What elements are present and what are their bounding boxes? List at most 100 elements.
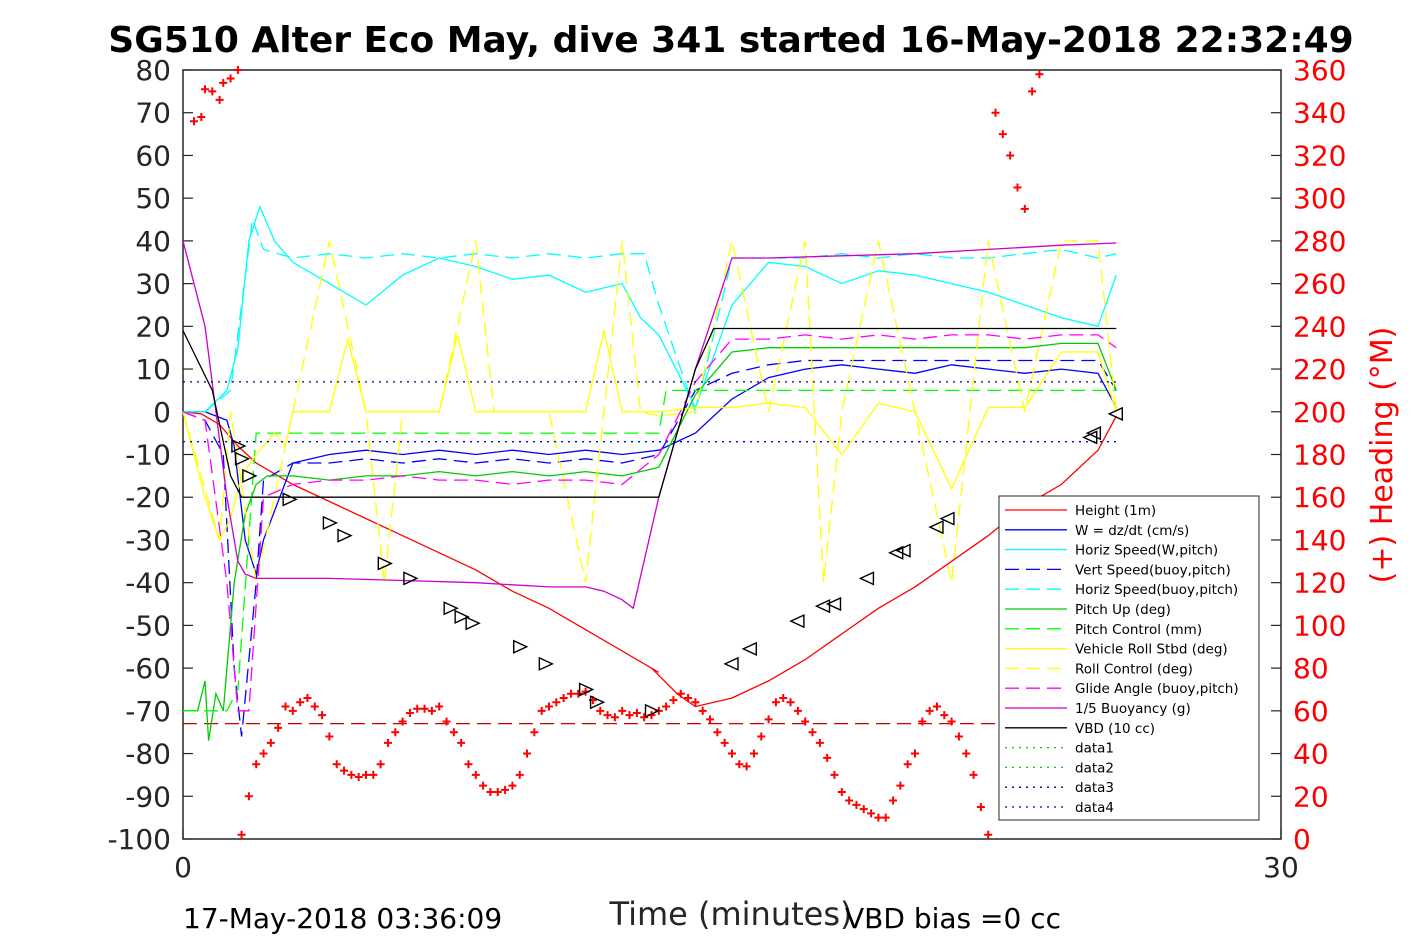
- heading-point: [837, 788, 846, 797]
- heading-point: [728, 749, 736, 758]
- y-tick-label-left: 70: [135, 97, 171, 130]
- heading-point: [266, 738, 275, 747]
- series-line-2: [183, 204, 1117, 413]
- heading-point: [962, 749, 971, 758]
- heading-point: [449, 728, 458, 737]
- height-marker: [1085, 426, 1102, 441]
- heading-point: [340, 766, 349, 775]
- heading-point: [427, 706, 436, 715]
- legend-entry: data3: [1075, 780, 1114, 796]
- series-line-11: [182, 327, 1117, 498]
- y-tick-label-right: 200: [1293, 396, 1346, 429]
- x-tick-label: 30: [1263, 851, 1299, 884]
- y-tick-label-left: 30: [135, 268, 171, 301]
- heading-point: [881, 813, 890, 822]
- heading-point: [197, 112, 206, 121]
- heading-point: [237, 830, 246, 839]
- heading-point: [669, 696, 678, 705]
- legend-entry: Pitch Control (mm): [1075, 622, 1202, 638]
- y-tick-label-left: 50: [135, 182, 171, 215]
- heading-point: [200, 85, 209, 94]
- heading-point: [566, 689, 575, 698]
- heading-point: [471, 770, 480, 779]
- height-marker: [858, 571, 875, 586]
- footer-vbd-bias: VBD bias =0 cc: [845, 902, 1061, 935]
- heading-point: [486, 788, 495, 797]
- heading-point: [405, 708, 414, 717]
- series-line-10: [182, 240, 1117, 610]
- height-marker: [789, 614, 805, 629]
- heading-point: [303, 694, 312, 703]
- heading-point: [310, 702, 319, 711]
- heading-point: [515, 770, 524, 779]
- heading-point: [610, 713, 619, 722]
- y-tick-label-left: -20: [125, 481, 171, 514]
- series-line-8: [182, 240, 1117, 583]
- heading-point: [771, 698, 780, 707]
- height-marker: [644, 703, 661, 718]
- y-tick-label-right: 140: [1293, 524, 1346, 557]
- heading-point: [786, 698, 795, 707]
- heading-point: [288, 706, 297, 715]
- heading-point: [501, 785, 510, 794]
- height-marker: [928, 520, 944, 535]
- heading-point: [940, 711, 949, 720]
- legend-entry: data1: [1075, 741, 1114, 757]
- heading-point: [1006, 151, 1015, 160]
- height-marker: [589, 695, 606, 710]
- y-tick-label-right: 240: [1293, 310, 1346, 343]
- heading-point: [1035, 70, 1044, 79]
- y-tick-label-left: 40: [135, 225, 171, 258]
- height-marker: [454, 609, 470, 624]
- height-marker: [1107, 406, 1123, 422]
- heading-point: [801, 717, 810, 726]
- heading-point: [208, 87, 217, 96]
- y-tick-label-left: -100: [107, 823, 171, 856]
- heading-point: [226, 74, 235, 83]
- heading-point: [735, 760, 744, 769]
- heading-point: [442, 717, 451, 726]
- height-marker: [814, 599, 831, 614]
- heading-point: [845, 796, 854, 805]
- heading-point: [932, 702, 941, 711]
- legend-entry: Glide Angle (buoy,pitch): [1075, 681, 1239, 697]
- heading-point: [332, 760, 341, 769]
- heading-point: [954, 732, 963, 741]
- heading-point: [749, 749, 758, 758]
- series-line-3: [182, 359, 1117, 737]
- left-y-axis: 80 70 60 50 40 30 20 10 0 -10 -20 -30 -40 -50 -60 -70 -8…: [107, 54, 193, 856]
- heading-point: [713, 728, 722, 737]
- legend-entry: Height (1m): [1075, 503, 1156, 519]
- y-tick-label-right: 60: [1293, 695, 1329, 728]
- y-tick-label-right: 20: [1293, 780, 1329, 813]
- series-line-7: [182, 330, 1117, 542]
- series-line-5: [183, 342, 1117, 741]
- height-marker: [741, 641, 757, 656]
- heading-point: [698, 706, 707, 715]
- y-tick-label-left: -60: [125, 652, 171, 685]
- legend-entry: VBD (10 cc): [1075, 721, 1155, 737]
- heading-point: [1013, 183, 1022, 192]
- legend-entry: Roll Control (deg): [1075, 661, 1193, 677]
- y-tick-label-left: -70: [125, 695, 171, 728]
- footer-timestamp: 17-May-2018 03:36:09: [183, 902, 502, 935]
- heading-point: [662, 702, 671, 711]
- y-tick-label-left: 80: [135, 54, 171, 87]
- y-tick-label-left: 0: [153, 396, 171, 429]
- y-tick-label-left: 60: [135, 139, 171, 172]
- y-tick-label-right: 260: [1293, 268, 1346, 301]
- heading-point: [259, 749, 268, 758]
- legend-entry: Pitch Up (deg): [1075, 602, 1171, 618]
- heading-point: [281, 702, 290, 711]
- height-marker: [825, 596, 842, 612]
- x-tick-label: 0: [174, 851, 192, 884]
- heading-point: [376, 760, 385, 769]
- heading-point: [720, 738, 729, 747]
- y-tick-label-right: 120: [1293, 567, 1346, 600]
- heading-point: [479, 781, 488, 790]
- y-tick-label-right: 320: [1293, 139, 1346, 172]
- heading-point: [779, 694, 788, 703]
- heading-point: [815, 738, 824, 747]
- heading-point: [457, 738, 466, 747]
